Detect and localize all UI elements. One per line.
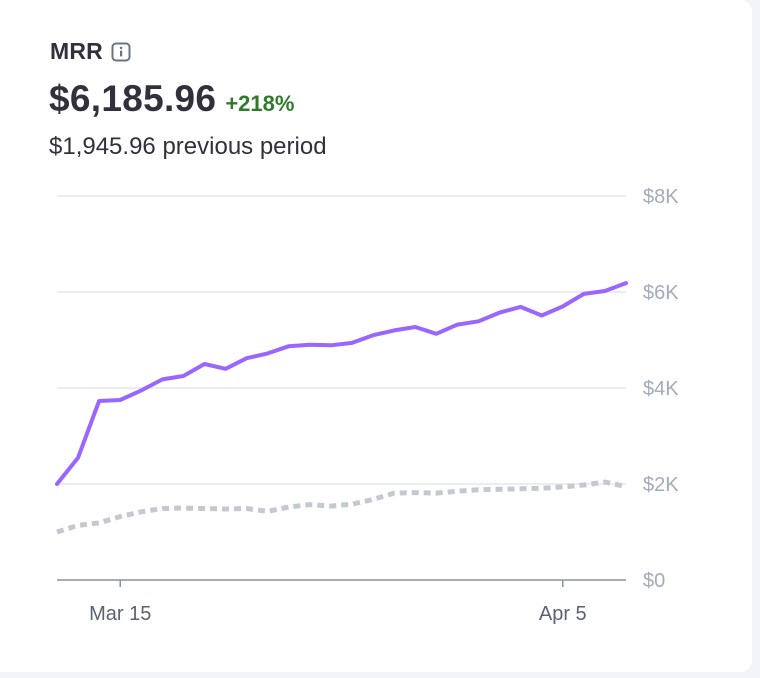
y-tick-label: $4K bbox=[643, 378, 679, 400]
previous-period: $1,945.96 previous period bbox=[49, 133, 327, 161]
metric-name: MRR bbox=[50, 38, 103, 64]
info-icon[interactable] bbox=[111, 42, 131, 62]
value-row: $6,185.96 +218% bbox=[49, 78, 294, 120]
x-tick-label: Apr 5 bbox=[539, 603, 587, 625]
y-tick-label: $0 bbox=[643, 570, 665, 592]
grid-lines bbox=[57, 195, 626, 485]
y-tick-label: $8K bbox=[643, 186, 679, 208]
y-tick-label: $6K bbox=[643, 282, 679, 304]
current-period-line bbox=[55, 281, 628, 486]
title-row: MRR bbox=[50, 38, 131, 65]
metric-value: $6,185.96 bbox=[49, 78, 217, 119]
previous-label: previous period bbox=[162, 133, 327, 160]
change-badge: +218% bbox=[225, 91, 295, 116]
previous-period-line bbox=[56, 479, 627, 535]
previous-value: $1,945.96 bbox=[49, 133, 156, 160]
y-tick-label: $2K bbox=[643, 474, 679, 496]
y-axis-ticks: $0 $2K $4K $6K $8K bbox=[643, 186, 679, 592]
x-axis: Mar 15 Apr 5 bbox=[57, 579, 626, 625]
x-tick-label: Mar 15 bbox=[89, 603, 151, 625]
series-lines bbox=[55, 281, 628, 535]
